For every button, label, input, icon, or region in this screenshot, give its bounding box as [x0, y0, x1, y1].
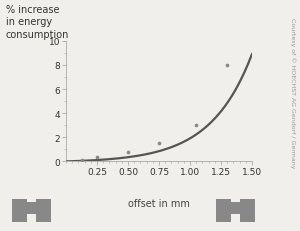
Point	[126, 151, 130, 155]
Point	[80, 159, 85, 162]
Point	[225, 64, 230, 67]
Point	[194, 124, 199, 128]
Text: % increase
in energy
consumption: % increase in energy consumption	[6, 5, 69, 40]
Point	[157, 142, 161, 146]
Point	[94, 156, 99, 159]
X-axis label: offset in mm: offset in mm	[128, 198, 190, 208]
Text: Courtesy of © HOECHST AG Gendorf / Germany: Courtesy of © HOECHST AG Gendorf / Germa…	[290, 18, 296, 167]
